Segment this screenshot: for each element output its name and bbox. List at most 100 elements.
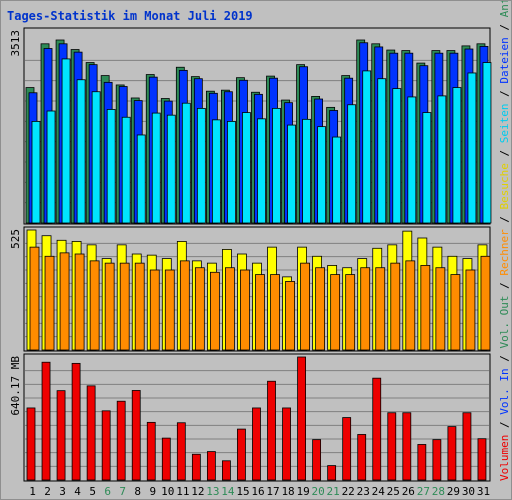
bar-hits-seiten-day-15 bbox=[242, 112, 251, 224]
legend-item-seiten: Seiten bbox=[498, 103, 511, 143]
legend-separator: / bbox=[498, 415, 511, 435]
legend: Volumen / Vol. In / Vol. Out / Rechner /… bbox=[498, 1, 511, 481]
legend-item-rechner: Rechner bbox=[498, 229, 511, 276]
bar-visits-rechner-day-12 bbox=[194, 267, 205, 351]
bar-volume-volumen-day-5 bbox=[86, 385, 96, 481]
bar-volume-volumen-day-12 bbox=[191, 453, 201, 481]
bar-volume-volumen-day-15 bbox=[237, 428, 246, 481]
panel-visits: 525 bbox=[9, 226, 491, 352]
x-tick-label-day-11: 11 bbox=[176, 485, 189, 498]
bar-visits-rechner-day-7 bbox=[119, 262, 130, 351]
bar-hits-seiten-day-11 bbox=[181, 102, 191, 224]
bar-visits-rechner-day-27 bbox=[420, 265, 431, 351]
x-tick-label-day-24: 24 bbox=[372, 485, 386, 498]
bar-hits-seiten-day-7 bbox=[121, 116, 131, 224]
x-tick-label-day-14: 14 bbox=[221, 485, 235, 498]
bar-visits-rechner-day-3 bbox=[59, 252, 70, 351]
bar-hits-seiten-day-23 bbox=[362, 70, 372, 224]
legend-separator: / bbox=[498, 276, 511, 296]
x-tick-label-day-10: 10 bbox=[161, 485, 174, 498]
bar-volume-volumen-day-7 bbox=[116, 400, 126, 481]
x-tick-label-day-3: 3 bbox=[59, 485, 66, 498]
x-tick-label-day-20: 20 bbox=[312, 485, 325, 498]
bar-hits-seiten-day-6 bbox=[106, 109, 116, 224]
x-tick-label-day-4: 4 bbox=[74, 485, 81, 498]
bar-hits-seiten-day-20 bbox=[317, 126, 327, 224]
bar-volume-volumen-day-27 bbox=[417, 444, 427, 481]
bar-visits-rechner-day-16 bbox=[255, 274, 265, 351]
bar-hits-seiten-day-5 bbox=[91, 91, 101, 224]
bar-volume-volumen-day-20 bbox=[312, 439, 322, 481]
bar-volume-volumen-day-25 bbox=[387, 412, 397, 481]
bar-volume-volumen-day-22 bbox=[342, 417, 352, 481]
x-tick-label-day-21: 21 bbox=[327, 485, 340, 498]
bar-hits-seiten-day-1 bbox=[31, 121, 41, 224]
bar-visits-rechner-day-26 bbox=[405, 260, 416, 351]
bar-volume-volumen-day-2 bbox=[41, 361, 51, 481]
x-tick-label-day-23: 23 bbox=[357, 485, 370, 498]
legend-item-vol-out: Vol. Out bbox=[498, 296, 511, 349]
bar-visits-rechner-day-19 bbox=[300, 262, 310, 351]
bar-visits-rechner-day-14 bbox=[225, 267, 235, 351]
bar-volume-volumen-day-26 bbox=[402, 412, 412, 481]
x-tick-label-day-29: 29 bbox=[447, 485, 460, 498]
bar-hits-seiten-day-29 bbox=[452, 87, 462, 224]
bar-hits-seiten-day-18 bbox=[287, 124, 296, 224]
bar-hits-seiten-day-21 bbox=[332, 136, 342, 224]
bar-visits-rechner-day-29 bbox=[450, 274, 461, 351]
x-tick-label-day-31: 31 bbox=[477, 485, 490, 498]
bar-volume-volumen-day-16 bbox=[252, 407, 261, 481]
bar-visits-rechner-day-15 bbox=[240, 269, 250, 351]
bar-volume-volumen-day-24 bbox=[372, 377, 382, 481]
legend-item-dateien: Dateien bbox=[498, 37, 511, 83]
legend-item-vol-in: Vol. In bbox=[498, 368, 511, 414]
bar-hits-seiten-day-10 bbox=[166, 114, 176, 224]
x-tick-label-day-6: 6 bbox=[104, 485, 111, 498]
x-tick-label-day-19: 19 bbox=[296, 485, 309, 498]
bar-hits-seiten-day-25 bbox=[392, 88, 402, 224]
bar-visits-rechner-day-25 bbox=[390, 262, 401, 351]
bar-volume-volumen-day-19 bbox=[297, 356, 306, 481]
bar-visits-rechner-day-1 bbox=[29, 246, 40, 351]
bar-visits-rechner-day-18 bbox=[285, 281, 295, 351]
bar-hits-seiten-day-28 bbox=[437, 95, 447, 224]
x-tick-label-day-18: 18 bbox=[281, 485, 294, 498]
bar-volume-volumen-day-17 bbox=[267, 380, 276, 481]
bar-hits-seiten-day-12 bbox=[196, 107, 206, 224]
bar-visits-rechner-day-6 bbox=[104, 262, 115, 351]
bar-volume-volumen-day-1 bbox=[26, 407, 36, 481]
bar-visits-rechner-day-13 bbox=[209, 271, 220, 351]
x-tick-label-day-27: 27 bbox=[417, 485, 430, 498]
bar-volume-volumen-day-14 bbox=[222, 460, 231, 481]
x-tick-label-day-12: 12 bbox=[191, 485, 204, 498]
bar-hits-seiten-day-16 bbox=[257, 118, 266, 224]
bar-visits-rechner-day-30 bbox=[465, 269, 476, 351]
bar-volume-volumen-day-31 bbox=[477, 438, 487, 481]
x-tick-label-day-15: 15 bbox=[236, 485, 249, 498]
legend-item-besuche: Besuche bbox=[498, 163, 511, 209]
bar-visits-rechner-day-31 bbox=[480, 255, 491, 351]
ymax-label-volume: 640.17 MB bbox=[9, 356, 22, 416]
bar-visits-rechner-day-17 bbox=[270, 274, 280, 351]
x-tick-label-day-22: 22 bbox=[342, 485, 355, 498]
x-tick-label-day-13: 13 bbox=[206, 485, 219, 498]
bar-visits-rechner-day-2 bbox=[44, 255, 55, 351]
legend-separator: / bbox=[498, 17, 511, 37]
bar-visits-rechner-day-8 bbox=[134, 262, 145, 351]
bar-visits-rechner-day-28 bbox=[435, 267, 446, 351]
x-tick-label-day-28: 28 bbox=[432, 485, 445, 498]
bar-hits-seiten-day-4 bbox=[76, 79, 86, 224]
bar-hits-seiten-day-8 bbox=[136, 134, 146, 224]
chart-title: Tages-Statistik im Monat Juli 2019 bbox=[7, 9, 253, 23]
bar-volume-volumen-day-9 bbox=[146, 421, 156, 481]
legend-separator: / bbox=[498, 84, 511, 104]
bar-visits-rechner-day-21 bbox=[330, 274, 341, 351]
x-tick-label-day-2: 2 bbox=[44, 485, 51, 498]
bar-hits-seiten-day-13 bbox=[211, 119, 221, 224]
x-tick-label-day-1: 1 bbox=[29, 485, 36, 498]
bar-hits-seiten-day-31 bbox=[482, 62, 492, 224]
bar-hits-seiten-day-14 bbox=[227, 121, 236, 224]
bar-hits-seiten-day-27 bbox=[422, 112, 432, 224]
bar-hits-seiten-day-3 bbox=[61, 58, 71, 224]
